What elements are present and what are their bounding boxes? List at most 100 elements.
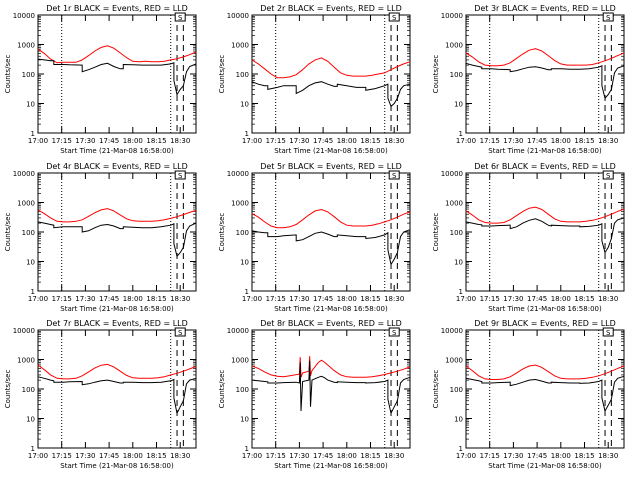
x-tick-label: 17:15 xyxy=(480,295,500,303)
panel-det-3r: 1 10 100 1000 10000 17:00 17:15 17:30 17:45 18:00… xyxy=(432,4,625,155)
y-tick-label: 1000 xyxy=(231,42,249,50)
y-tick-label: 1000 xyxy=(445,200,463,208)
x-tick-label: 17:30 xyxy=(75,295,95,303)
x-tick-label: 18:30 xyxy=(598,295,618,303)
marker-label: S xyxy=(606,329,611,337)
y-tick-label: 1000 xyxy=(231,357,249,365)
y-tick-label: 10 xyxy=(26,259,35,267)
events-series-line xyxy=(465,375,625,413)
x-tick-label: 17:45 xyxy=(527,137,547,145)
y-tick-label: 1 xyxy=(31,288,35,296)
x-axis-label: Start Time (21-Mar-08 16:58:00) xyxy=(274,462,388,470)
y-axis-label: Counts/sec xyxy=(218,55,226,94)
y-tick-label: 100 xyxy=(22,229,35,237)
y-tick-label: 10000 xyxy=(227,327,249,335)
y-tick-label: 10 xyxy=(26,101,35,109)
marker-label: S xyxy=(392,14,397,22)
y-axis-label: Counts/sec xyxy=(4,213,12,252)
y-tick-label: 10 xyxy=(454,259,463,267)
marker-box xyxy=(602,12,614,22)
panel-det-9r: 1 10 100 1000 10000 17:00 17:15 17:30 17:45 18:00… xyxy=(432,319,625,470)
plot-frame xyxy=(37,14,197,134)
x-tick-label: 17:15 xyxy=(266,452,286,460)
marker-label: S xyxy=(392,172,397,180)
y-axis-label: Counts/sec xyxy=(4,370,12,409)
y-tick-label: 100 xyxy=(450,386,463,394)
x-tick-label: 18:15 xyxy=(146,452,166,460)
x-tick-label: 18:30 xyxy=(598,452,618,460)
x-tick-label: 18:15 xyxy=(574,452,594,460)
y-tick-label: 100 xyxy=(22,71,35,79)
x-axis-label: Start Time (21-Mar-08 16:58:00) xyxy=(488,147,602,155)
x-tick-label: 17:45 xyxy=(313,452,333,460)
x-tick-label: 18:30 xyxy=(170,452,190,460)
x-tick-label: 17:15 xyxy=(52,295,72,303)
x-axis-label: Start Time (21-Mar-08 16:58:00) xyxy=(488,462,602,470)
marker-box xyxy=(602,170,614,180)
y-tick-label: 10000 xyxy=(441,170,463,178)
marker-box xyxy=(174,12,186,22)
x-tick-label: 18:00 xyxy=(337,452,357,460)
events-series-line xyxy=(37,221,197,258)
x-tick-label: 18:00 xyxy=(551,137,571,145)
panel-title: Det 5r BLACK = Events, RED = LLD xyxy=(260,162,402,171)
y-tick-label: 1 xyxy=(31,130,35,138)
x-tick-label: 17:30 xyxy=(75,452,95,460)
x-tick-label: 17:45 xyxy=(99,295,119,303)
y-tick-label: 1 xyxy=(31,445,35,453)
x-tick-label: 17:30 xyxy=(503,295,523,303)
panel-det-5r: 1 10 100 1000 10000 17:00 17:15 17:30 17:45 18:00… xyxy=(218,162,411,313)
y-tick-label: 10 xyxy=(240,259,249,267)
x-axis-label: Start Time (21-Mar-08 16:58:00) xyxy=(60,147,174,155)
x-tick-label: 17:45 xyxy=(99,137,119,145)
events-series-line xyxy=(251,360,411,415)
x-tick-label: 17:30 xyxy=(503,452,523,460)
events-series-line xyxy=(251,81,411,108)
x-tick-label: 17:15 xyxy=(480,137,500,145)
marker-box xyxy=(388,170,400,180)
lld-series-line xyxy=(465,48,625,67)
lld-series-line xyxy=(465,364,625,380)
x-tick-label: 17:30 xyxy=(289,452,309,460)
y-axis-label: Counts/sec xyxy=(432,55,440,94)
y-tick-label: 1000 xyxy=(17,42,35,50)
x-tick-label: 18:00 xyxy=(123,295,143,303)
x-tick-label: 18:00 xyxy=(337,137,357,145)
lld-series-line xyxy=(37,363,197,380)
x-tick-label: 18:30 xyxy=(170,137,190,145)
plot-frame xyxy=(251,172,411,292)
marker-label: S xyxy=(178,329,183,337)
y-tick-label: 10000 xyxy=(227,170,249,178)
x-axis-label: Start Time (21-Mar-08 16:58:00) xyxy=(274,147,388,155)
x-tick-label: 18:00 xyxy=(551,295,571,303)
y-tick-label: 1000 xyxy=(17,357,35,365)
plot-frame xyxy=(465,329,625,449)
lld-series-line xyxy=(465,206,625,224)
y-tick-label: 1 xyxy=(459,130,463,138)
panel-title: Det 8r BLACK = Events, RED = LLD xyxy=(260,319,402,328)
y-tick-label: 1000 xyxy=(231,200,249,208)
y-tick-label: 100 xyxy=(22,386,35,394)
y-tick-label: 1000 xyxy=(17,200,35,208)
panel-title: Det 3r BLACK = Events, RED = LLD xyxy=(474,4,616,13)
x-tick-label: 18:30 xyxy=(384,137,404,145)
panel-title: Det 9r BLACK = Events, RED = LLD xyxy=(474,319,616,328)
x-tick-label: 18:00 xyxy=(123,137,143,145)
lld-series-line xyxy=(251,57,411,79)
x-tick-label: 18:00 xyxy=(337,295,357,303)
panel-title: Det 4r BLACK = Events, RED = LLD xyxy=(46,162,188,171)
x-axis-label: Start Time (21-Mar-08 16:58:00) xyxy=(488,305,602,313)
x-axis-label: Start Time (21-Mar-08 16:58:00) xyxy=(60,305,174,313)
x-tick-label: 17:00 xyxy=(28,452,48,460)
x-tick-label: 17:00 xyxy=(456,452,476,460)
y-tick-label: 10 xyxy=(454,416,463,424)
x-tick-label: 17:00 xyxy=(242,137,262,145)
x-tick-label: 18:30 xyxy=(384,452,404,460)
y-tick-label: 100 xyxy=(236,71,249,79)
x-tick-label: 17:30 xyxy=(289,137,309,145)
y-axis-label: Counts/sec xyxy=(432,213,440,252)
y-tick-label: 10000 xyxy=(13,327,35,335)
plot-frame xyxy=(465,172,625,292)
marker-label: S xyxy=(178,172,183,180)
